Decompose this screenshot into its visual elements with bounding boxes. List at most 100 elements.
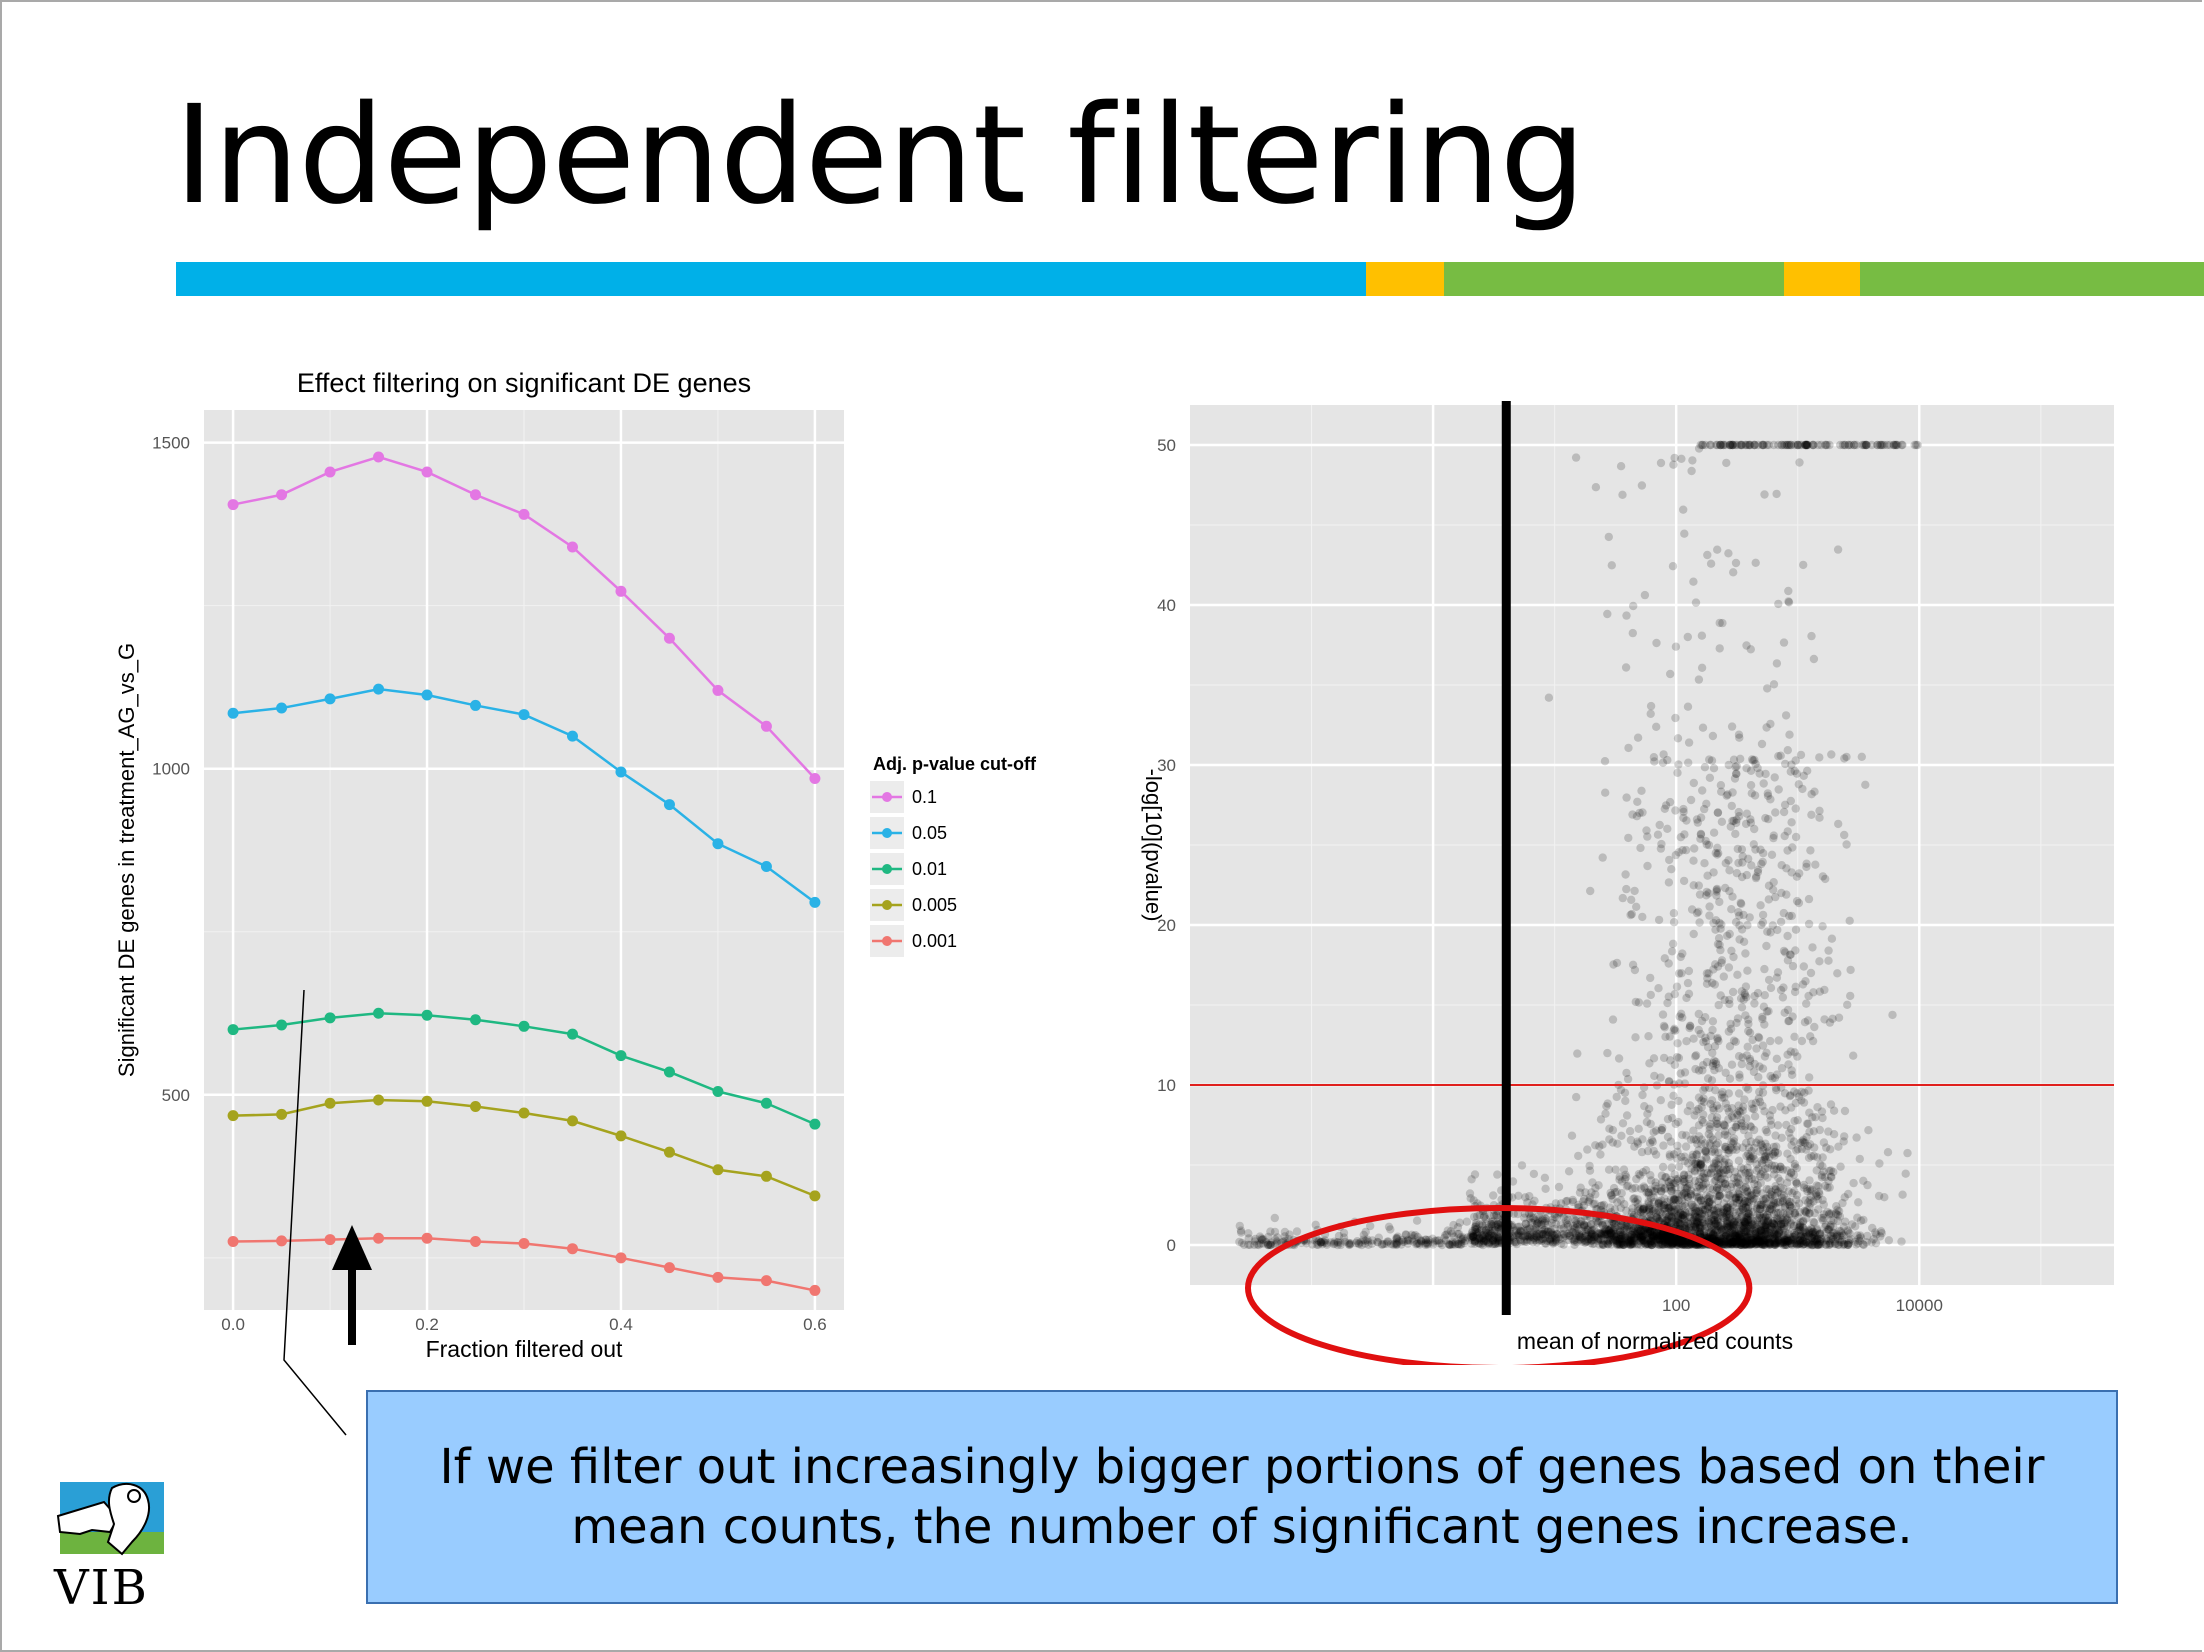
data-point <box>1581 1188 1590 1197</box>
data-point <box>1681 1191 1690 1200</box>
data-point <box>1697 1103 1706 1112</box>
data-point <box>1801 1207 1810 1216</box>
data-point <box>1485 1230 1495 1239</box>
data-point <box>1394 1237 1404 1246</box>
data-point <box>1810 1022 1819 1032</box>
data-point <box>1783 1178 1792 1187</box>
data-point <box>1728 440 1737 450</box>
data-point <box>1532 1238 1542 1247</box>
data-point <box>1658 1010 1668 1019</box>
data-point <box>1316 1238 1325 1247</box>
data-point <box>1401 1230 1411 1240</box>
data-point <box>1680 830 1689 839</box>
data-point <box>1725 866 1734 875</box>
data-point <box>1258 1235 1267 1244</box>
data-point <box>1684 758 1693 767</box>
data-point-0.001 <box>809 1284 821 1296</box>
data-point <box>1799 1216 1808 1226</box>
data-point <box>1580 1238 1590 1247</box>
data-point <box>1785 730 1794 739</box>
data-point <box>1255 1232 1265 1241</box>
data-point <box>1803 1119 1813 1128</box>
data-point <box>1572 1231 1581 1240</box>
data-point <box>1677 969 1686 978</box>
data-point <box>1609 1183 1619 1193</box>
data-point <box>1689 881 1698 890</box>
data-point <box>1666 1186 1676 1196</box>
data-point <box>1639 1232 1649 1242</box>
data-point <box>1491 1239 1500 1249</box>
data-point <box>1551 1219 1561 1229</box>
data-point <box>1765 1238 1774 1247</box>
data-point <box>1333 1238 1342 1247</box>
data-point <box>1824 1127 1833 1136</box>
data-point <box>1771 1131 1780 1140</box>
data-point <box>1795 869 1804 878</box>
data-point <box>1810 1143 1819 1152</box>
data-point <box>1703 1204 1712 1214</box>
data-point <box>1459 1233 1468 1242</box>
data-point <box>1743 1042 1752 1051</box>
data-point <box>1643 1239 1652 1249</box>
data-point <box>1802 999 1811 1008</box>
data-point <box>1605 1225 1614 1235</box>
data-point <box>1603 1236 1612 1245</box>
data-point <box>1770 1073 1780 1083</box>
data-point <box>1725 995 1734 1005</box>
data-point <box>1803 1231 1813 1241</box>
data-point <box>1392 1239 1401 1248</box>
data-point <box>1626 1239 1635 1249</box>
data-point <box>1654 1199 1663 1208</box>
data-point <box>1759 1231 1769 1240</box>
data-point <box>1624 1238 1633 1247</box>
data-point <box>1710 1177 1719 1186</box>
data-point-0.05 <box>227 707 239 719</box>
data-point <box>1786 1218 1795 1227</box>
data-point <box>1481 1214 1491 1224</box>
data-point <box>1815 1237 1825 1246</box>
data-point-0.001 <box>324 1234 336 1246</box>
data-point <box>1549 1238 1558 1247</box>
data-point <box>1311 1220 1320 1229</box>
data-point <box>1669 918 1679 927</box>
data-point <box>1678 1235 1687 1245</box>
data-point <box>1700 763 1710 772</box>
data-point <box>1607 561 1616 570</box>
data-point <box>1646 1210 1656 1220</box>
data-point <box>1457 1240 1466 1249</box>
data-point <box>1336 1238 1345 1247</box>
data-point <box>1680 1214 1689 1224</box>
data-point <box>1799 560 1808 570</box>
data-point <box>1633 1233 1643 1242</box>
data-point <box>1467 1228 1477 1238</box>
data-point <box>1833 1216 1842 1226</box>
y-tick-label: 50 <box>1157 436 1176 455</box>
data-point <box>1657 839 1666 849</box>
data-point <box>1330 1237 1339 1246</box>
data-point <box>1727 946 1736 955</box>
data-point <box>1685 1212 1694 1222</box>
data-point <box>1665 1237 1675 1247</box>
data-point <box>1750 1112 1760 1121</box>
data-point <box>1622 611 1631 620</box>
x-tick-labels: 0.0 0.2 0.4 0.6 <box>221 1315 826 1334</box>
data-point <box>1792 1179 1801 1188</box>
data-point-0.001 <box>712 1271 724 1283</box>
data-point <box>1576 1232 1585 1241</box>
data-point <box>1598 1239 1607 1248</box>
data-point <box>1620 1232 1629 1241</box>
data-point <box>1839 1137 1848 1146</box>
data-point-0.001 <box>470 1236 482 1248</box>
data-point <box>1589 1200 1598 1209</box>
data-point <box>1664 1236 1674 1245</box>
data-point <box>1612 1092 1621 1102</box>
data-point <box>1680 1239 1689 1248</box>
x-tick-label: 0.0 <box>221 1315 245 1334</box>
data-point <box>1824 1225 1833 1235</box>
data-point <box>1708 1235 1717 1244</box>
data-point <box>1539 1230 1548 1239</box>
data-point <box>1559 1230 1569 1239</box>
data-point <box>1632 902 1641 911</box>
data-point <box>1615 1235 1624 1244</box>
data-point <box>1320 1236 1330 1245</box>
